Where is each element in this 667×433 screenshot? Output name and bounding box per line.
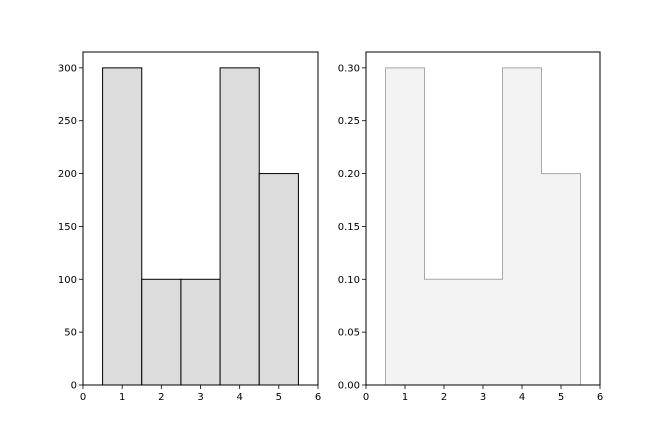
y-tick-label: 150 <box>58 222 77 233</box>
x-tick-label: 4 <box>519 392 525 403</box>
y-tick-label: 0.20 <box>338 169 360 180</box>
histogram-bar <box>258 173 299 386</box>
histogram-bar <box>141 278 182 386</box>
right-histogram-panel: 0 1 2 3 4 5 6 0.00 0.05 0.10 0.15 0.20 0.25 0.30 <box>338 51 603 403</box>
y-tick-label: 200 <box>58 169 77 180</box>
x-tick-label: 6 <box>597 392 603 403</box>
x-tick-label: 3 <box>197 392 203 403</box>
x-tick-label: 4 <box>236 392 242 403</box>
y-tick-label: 0.05 <box>338 328 360 339</box>
x-tick-label: 2 <box>441 392 447 403</box>
x-tick-label: 1 <box>119 392 125 403</box>
y-tick-label: 50 <box>64 328 77 339</box>
x-tick-label: 6 <box>315 392 321 403</box>
y-tick-label: 0.25 <box>338 116 360 127</box>
x-tick-label: 2 <box>158 392 164 403</box>
histogram-step-area <box>385 67 581 386</box>
x-tick-label: 5 <box>276 392 282 403</box>
y-tick-label: 0.30 <box>338 63 360 74</box>
histogram-bar <box>219 67 260 386</box>
y-tick-label: 300 <box>58 63 77 74</box>
y-tick-label: 0.15 <box>338 222 360 233</box>
x-tick-label: 5 <box>558 392 564 403</box>
x-tick-label: 3 <box>480 392 486 403</box>
left-histogram-panel: 0 1 2 3 4 5 6 0 50 100 150 200 250 300 <box>58 51 321 403</box>
x-tick-label: 0 <box>363 392 369 403</box>
y-tick-label: 0.10 <box>338 275 360 286</box>
y-tick-label: 100 <box>58 275 77 286</box>
histogram-bar <box>180 278 221 386</box>
y-tick-label: 0 <box>71 381 77 392</box>
x-tick-label: 1 <box>402 392 408 403</box>
histogram-bar <box>102 67 143 386</box>
y-tick-label: 0.00 <box>338 381 360 392</box>
y-tick-label: 250 <box>58 116 77 127</box>
x-tick-label: 0 <box>80 392 86 403</box>
